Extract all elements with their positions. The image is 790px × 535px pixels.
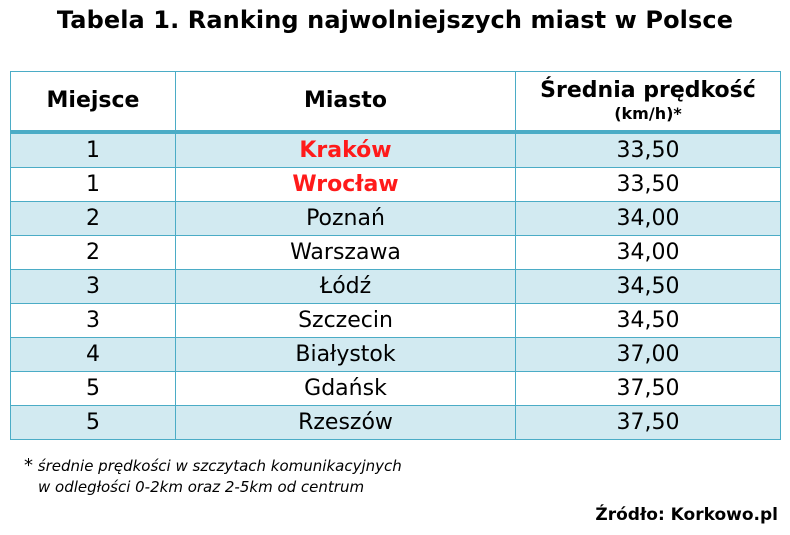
footnote-marker: * (24, 455, 33, 476)
cell-place: 4 (10, 337, 176, 372)
cell-speed: 33,50 (515, 167, 781, 202)
table-row: 2 Poznań 34,00 (10, 201, 781, 236)
ranking-table: Miejsce Miasto Średnia prędkość (km/h)* … (10, 71, 781, 440)
cell-speed: 34,50 (515, 269, 781, 304)
cell-city: Szczecin (175, 303, 516, 338)
header-speed-label: Średnia prędkość (540, 78, 756, 103)
table-row: 1 Kraków 33,50 (10, 131, 781, 168)
cell-speed: 33,50 (515, 131, 781, 168)
cell-place: 2 (10, 235, 176, 270)
header-city: Miasto (175, 71, 516, 134)
cell-place: 1 (10, 167, 176, 202)
cell-speed: 37,50 (515, 405, 781, 440)
source-credit: Źródło: Korkowo.pl (595, 505, 778, 525)
cell-place: 2 (10, 201, 176, 236)
table-row: 3 Łódź 34,50 (10, 269, 781, 304)
cell-speed: 37,00 (515, 337, 781, 372)
header-speed-unit: (km/h)* (614, 104, 682, 123)
footnote-line-2: w odległości 0-2km oraz 2-5km od centrum (38, 478, 365, 496)
cell-city: Gdańsk (175, 371, 516, 406)
table-row: 2 Warszawa 34,00 (10, 235, 781, 270)
cell-place: 5 (10, 405, 176, 440)
cell-city: Wrocław (175, 167, 516, 202)
table-row: 4 Białystok 37,00 (10, 337, 781, 372)
cell-place: 3 (10, 303, 176, 338)
table-body: 1 Kraków 33,50 1 Wrocław 33,50 2 Poznań … (10, 131, 781, 440)
cell-city: Rzeszów (175, 405, 516, 440)
cell-city: Łódź (175, 269, 516, 304)
cell-speed: 34,00 (515, 235, 781, 270)
cell-city: Białystok (175, 337, 516, 372)
header-place: Miejsce (10, 71, 176, 134)
cell-speed: 37,50 (515, 371, 781, 406)
footnote-line-1: średnie prędkości w szczytach komunikacy… (37, 457, 402, 475)
table-header-row: Miejsce Miasto Średnia prędkość (km/h)* (10, 71, 781, 134)
cell-place: 5 (10, 371, 176, 406)
header-speed: Średnia prędkość (km/h)* (515, 71, 781, 134)
table-row: 1 Wrocław 33,50 (10, 167, 781, 202)
table-row: 5 Rzeszów 37,50 (10, 405, 781, 440)
footnote: * średnie prędkości w szczytach komunika… (24, 455, 402, 498)
cell-speed: 34,50 (515, 303, 781, 338)
table-row: 3 Szczecin 34,50 (10, 303, 781, 338)
page-title: Tabela 1. Ranking najwolniejszych miast … (56, 6, 734, 34)
table-row: 5 Gdańsk 37,50 (10, 371, 781, 406)
cell-city: Warszawa (175, 235, 516, 270)
cell-speed: 34,00 (515, 201, 781, 236)
cell-place: 3 (10, 269, 176, 304)
cell-place: 1 (10, 131, 176, 168)
cell-city: Poznań (175, 201, 516, 236)
cell-city: Kraków (175, 131, 516, 168)
